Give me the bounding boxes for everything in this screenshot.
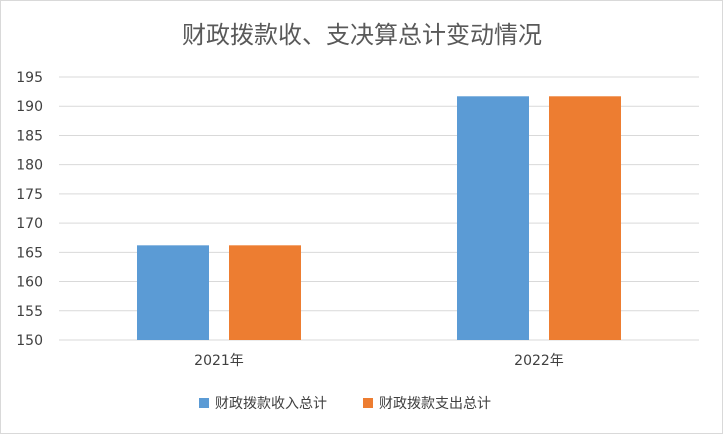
legend: 财政拨款收入总计 财政拨款支出总计: [199, 396, 491, 412]
chart-title: 财政拨款收、支决算总计变动情况: [182, 21, 542, 49]
bar-expenditure-1: [549, 96, 621, 340]
y-tick-label: 190: [16, 99, 43, 115]
y-tick-label: 180: [16, 158, 43, 174]
bar-income-0: [137, 245, 209, 340]
y-tick-label: 175: [16, 187, 43, 203]
y-axis-tick-labels: 150 155 160 165 170 175 180 185 190 195: [16, 70, 43, 349]
legend-swatch: [363, 398, 373, 408]
bars: [137, 96, 621, 340]
legend-label: 财政拨款收入总计: [215, 396, 327, 412]
y-tick-label: 170: [16, 216, 43, 232]
x-category-label: 2022年: [514, 353, 564, 369]
y-tick-label: 195: [16, 70, 43, 86]
y-tick-label: 160: [16, 275, 43, 291]
y-tick-label: 165: [16, 245, 43, 261]
y-tick-label: 155: [16, 304, 43, 320]
legend-label: 财政拨款支出总计: [379, 396, 491, 412]
y-tick-label: 185: [16, 128, 43, 144]
bar-income-1: [457, 96, 529, 340]
bar-expenditure-0: [229, 245, 301, 340]
x-category-label: 2021年: [194, 353, 244, 369]
x-axis-category-labels: 2021年 2022年: [194, 353, 564, 369]
legend-swatch: [199, 398, 209, 408]
y-tick-label: 150: [16, 333, 43, 349]
